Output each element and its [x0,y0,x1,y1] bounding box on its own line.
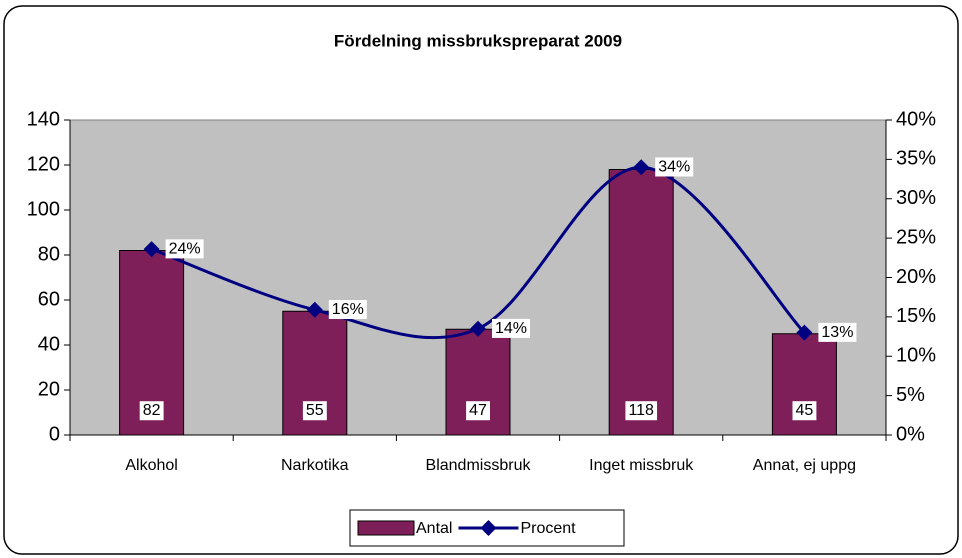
y-tick-label: 140 [27,108,60,130]
marker [470,320,486,337]
y-tick-label: 20 [38,378,60,400]
label-box [655,157,694,177]
label-box [818,322,857,342]
x-tick-label: Alkohol [125,457,177,474]
y-tick-label: 40 [38,333,60,355]
y2-tick-label: 10% [896,345,936,367]
bar [608,169,674,436]
label-box [328,300,367,320]
x-tick-label: Inget missbruk [589,457,694,474]
y2-tick-label: 0% [896,423,925,445]
x-tick-label: Narkotika [281,457,349,474]
y-tick-label: 60 [38,288,60,310]
y-tick-label: 120 [27,153,60,175]
label-box [792,401,817,421]
chart-title: Fördelning missbrukspreparat 2009 [334,31,622,50]
bar-value-label: 55 [306,402,324,419]
marker [633,159,650,176]
y2-tick-label: 35% [896,148,936,170]
y-tick-label: 80 [38,243,60,265]
y-tick-label: 100 [27,198,60,220]
y2-tick-label: 30% [896,187,936,209]
y2-tick-label: 15% [896,305,936,327]
y-tick-label: 0 [49,423,60,445]
line-value-label: 13% [821,324,853,341]
legend-swatch [357,520,415,536]
bar-value-label: 118 [628,402,654,419]
line-value-label: 34% [658,158,690,175]
y2-tick-label: 40% [896,108,936,130]
x-tick-label: Annat, ej uppg [753,457,856,474]
line-value-label: 24% [169,240,201,257]
x-tick-label: Blandmissbruk [426,457,532,474]
bar-value-label: 82 [143,402,161,419]
bar-value-label: 45 [796,402,814,419]
y2-tick-label: 5% [896,384,925,406]
label-box [139,401,164,421]
marker [306,301,323,318]
label-box [492,318,531,338]
line-value-label: 16% [332,301,364,318]
y2-tick-label: 25% [896,226,936,248]
bar-value-label: 47 [469,402,487,419]
marker [796,324,813,341]
legend-label: Antal [416,520,452,537]
label-box [302,401,327,421]
label-box [165,239,204,259]
y2-tick-label: 20% [896,266,936,288]
legend-label: Procent [520,520,576,537]
label-box [625,401,658,421]
line-value-label: 14% [495,320,527,337]
label-box [466,401,490,421]
legend-marker [480,520,497,536]
marker [143,241,160,258]
